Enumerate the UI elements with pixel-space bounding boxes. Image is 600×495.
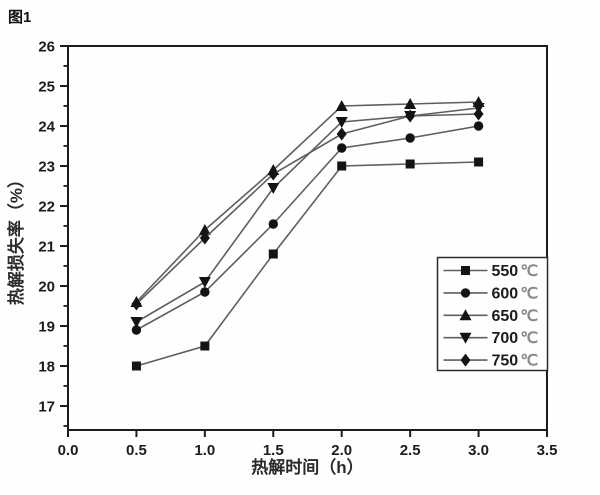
legend-item-550c: 550 ℃ xyxy=(443,263,539,280)
legend-item-600c: 600 ℃ xyxy=(443,285,539,302)
legend: 550 ℃ 600 ℃ 650 ℃ 700 ℃ 750 ℃ xyxy=(436,256,549,372)
y-tick-label: 21 xyxy=(38,239,55,256)
series-650c xyxy=(130,96,485,307)
y-tick-label: 24 xyxy=(38,119,55,136)
x-tick-label: 1.5 xyxy=(263,442,284,459)
legend-label: 600 ℃ xyxy=(492,285,539,302)
legend-item-700c: 700 ℃ xyxy=(443,330,539,347)
series-750c xyxy=(131,107,484,311)
x-tick-label: 1.0 xyxy=(194,442,215,459)
legend-label: 550 ℃ xyxy=(492,263,539,280)
x-tick-label: 3.5 xyxy=(537,442,558,459)
legend-label: 700 ℃ xyxy=(492,330,539,347)
y-tick-label: 22 xyxy=(38,199,55,216)
series-550c xyxy=(131,157,484,371)
x-tick-label: 3.0 xyxy=(468,442,489,459)
x-tick-label: 0.0 xyxy=(58,442,79,459)
y-tick-label: 20 xyxy=(38,279,55,296)
y-tick-label: 23 xyxy=(38,159,55,176)
y-tick-label: 26 xyxy=(38,39,55,56)
y-tick-label: 25 xyxy=(38,79,55,96)
legend-label: 750 ℃ xyxy=(492,353,539,370)
x-tick-label: 2.5 xyxy=(400,442,421,459)
x-tick-label: 0.5 xyxy=(126,442,147,459)
x-axis: 0.0 0.5 1.0 1.5 2.0 2.5 3.0 3.5 xyxy=(58,430,558,459)
y-axis: 17 18 19 20 21 22 23 24 25 26 xyxy=(38,39,68,427)
y-axis-title: 热解损失率（%） xyxy=(6,171,26,305)
x-axis-title: 热解时间（h） xyxy=(251,457,363,477)
legend-item-750c: 750 ℃ xyxy=(443,353,539,370)
legend-item-650c: 650 ℃ xyxy=(443,308,539,325)
y-tick-label: 17 xyxy=(38,399,55,416)
x-tick-label: 2.0 xyxy=(331,442,352,459)
series-600c xyxy=(131,121,484,335)
y-tick-label: 19 xyxy=(38,319,55,336)
y-tick-label: 18 xyxy=(38,359,55,376)
legend-label: 650 ℃ xyxy=(492,308,539,325)
figure-label: 图1 xyxy=(8,9,32,26)
series-700c xyxy=(130,103,485,328)
plot-border xyxy=(67,45,548,431)
